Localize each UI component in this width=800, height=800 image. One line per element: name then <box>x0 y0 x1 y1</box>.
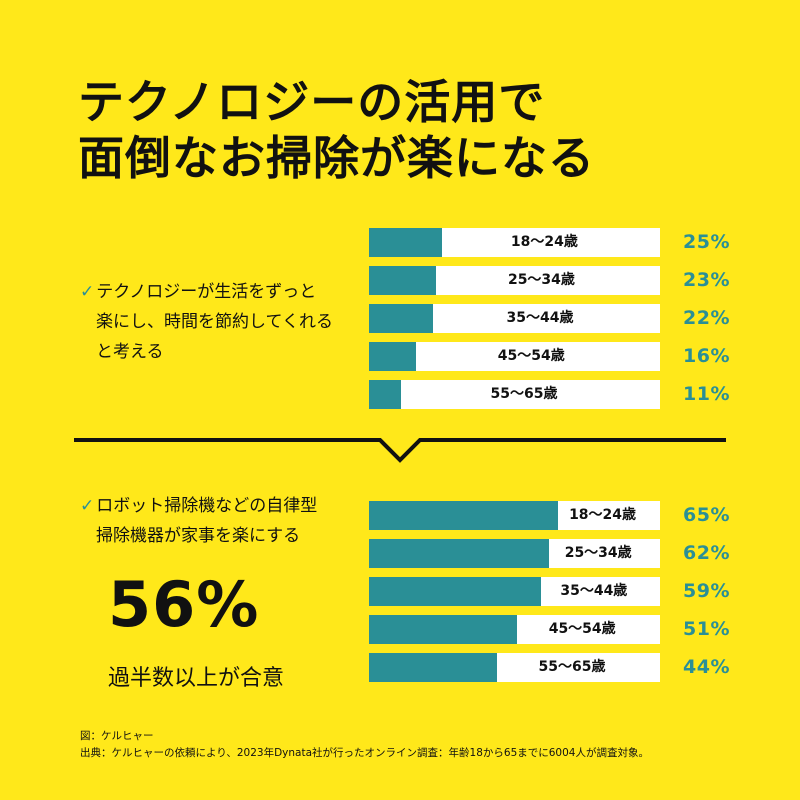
bar <box>369 304 434 333</box>
bar-track: 55〜65歳 <box>369 653 660 682</box>
bar-value-label: 11% <box>683 383 730 405</box>
bar-category-label: 35〜44歳 <box>506 310 574 326</box>
check-icon: ✓ <box>80 282 95 302</box>
bar-track: 18〜24歳 <box>369 501 660 530</box>
bar-track: 45〜54歳 <box>369 342 660 371</box>
claim-line-2: 掃除機器が家事を楽にする <box>96 526 301 546</box>
bar-value-label: 22% <box>683 307 730 329</box>
bar <box>369 342 416 371</box>
bar-value-label: 23% <box>683 269 730 291</box>
bar-row: 25〜34歳 62% <box>369 539 730 577</box>
bar-category-label: 18〜24歳 <box>569 507 637 523</box>
bar-track: 18〜24歳 <box>369 228 660 257</box>
bar-row: 35〜44歳 59% <box>369 577 730 615</box>
bar-category-label: 45〜54歳 <box>497 348 565 364</box>
bar-track: 25〜34歳 <box>369 539 660 568</box>
bar-value-label: 59% <box>683 580 730 602</box>
bar-category-label: 18〜24歳 <box>510 234 578 250</box>
bar-row: 18〜24歳 25% <box>369 228 730 266</box>
bar <box>369 266 436 295</box>
bar <box>369 228 442 257</box>
bar-category-label: 25〜34歳 <box>507 272 575 288</box>
bar-track: 25〜34歳 <box>369 266 660 295</box>
title-line-2: 面倒なお掃除が楽になる <box>78 131 595 185</box>
bar-row: 45〜54歳 51% <box>369 615 730 653</box>
bar-category-label: 55〜65歳 <box>538 659 606 675</box>
headline-caption: 過半数以上が合意 <box>108 666 285 691</box>
bar-category-label: 55〜65歳 <box>490 386 558 402</box>
bar-value-label: 51% <box>683 618 730 640</box>
bar <box>369 539 550 568</box>
bar-category-label: 45〜54歳 <box>548 621 616 637</box>
bar-value-label: 25% <box>683 231 730 253</box>
bar-track: 45〜54歳 <box>369 615 660 644</box>
claim-line-2: 楽にし、時間を節約してくれる <box>96 312 333 332</box>
bar-category-label: 35〜44歳 <box>560 583 628 599</box>
title-line-1: テクノロジーの活用で <box>78 75 546 129</box>
bar-value-label: 44% <box>683 656 730 678</box>
bar-chart-robot-cleaner: 18〜24歳 65% 25〜34歳 62% 35〜44歳 59% 45〜54歳 51% 55〜6… <box>369 501 730 691</box>
bar-track: 35〜44歳 <box>369 304 660 333</box>
bar-value-label: 65% <box>683 504 730 526</box>
bar-value-label: 16% <box>683 345 730 367</box>
bar-row: 25〜34歳 23% <box>369 266 730 304</box>
section-divider <box>74 438 726 463</box>
bar-row: 55〜65歳 11% <box>369 380 730 418</box>
check-icon: ✓ <box>80 496 95 516</box>
bar-row: 18〜24歳 65% <box>369 501 730 539</box>
figure-credit: 図：ケルヒャー <box>80 730 154 742</box>
claim-robot-cleaner: ✓ ロボット掃除機などの自律型 掃除機器が家事を楽にする <box>80 491 317 551</box>
headline-percentage: 56% <box>108 568 260 641</box>
bar <box>369 653 498 682</box>
bar <box>369 615 518 644</box>
bar-chart-technology: 18〜24歳 25% 25〜34歳 23% 35〜44歳 22% 45〜54歳 16% 55〜6… <box>369 228 730 418</box>
bar-row: 35〜44歳 22% <box>369 304 730 342</box>
bar <box>369 380 401 409</box>
source-note: 出典：ケルヒャーの依頼により、2023年Dynata社が行ったオンライン調査：年… <box>80 747 649 759</box>
bar <box>369 501 559 530</box>
claim-line-3: と考える <box>96 342 164 362</box>
bar-track: 55〜65歳 <box>369 380 660 409</box>
bar <box>369 577 541 606</box>
bar-value-label: 62% <box>683 542 730 564</box>
page-title: テクノロジーの活用で 面倒なお掃除が楽になる <box>78 74 718 186</box>
bar-track: 35〜44歳 <box>369 577 660 606</box>
claim-line-1: ロボット掃除機などの自律型 <box>96 496 318 516</box>
claim-technology: ✓ テクノロジーが生活をずっと 楽にし、時間を節約してくれる と考える <box>80 277 333 367</box>
footer-notes: 図：ケルヒャー 出典：ケルヒャーの依頼により、2023年Dynata社が行ったオ… <box>80 728 760 762</box>
bar-row: 45〜54歳 16% <box>369 342 730 380</box>
bar-row: 55〜65歳 44% <box>369 653 730 691</box>
claim-line-1: テクノロジーが生活をずっと <box>96 282 317 302</box>
bar-category-label: 25〜34歳 <box>564 545 632 561</box>
